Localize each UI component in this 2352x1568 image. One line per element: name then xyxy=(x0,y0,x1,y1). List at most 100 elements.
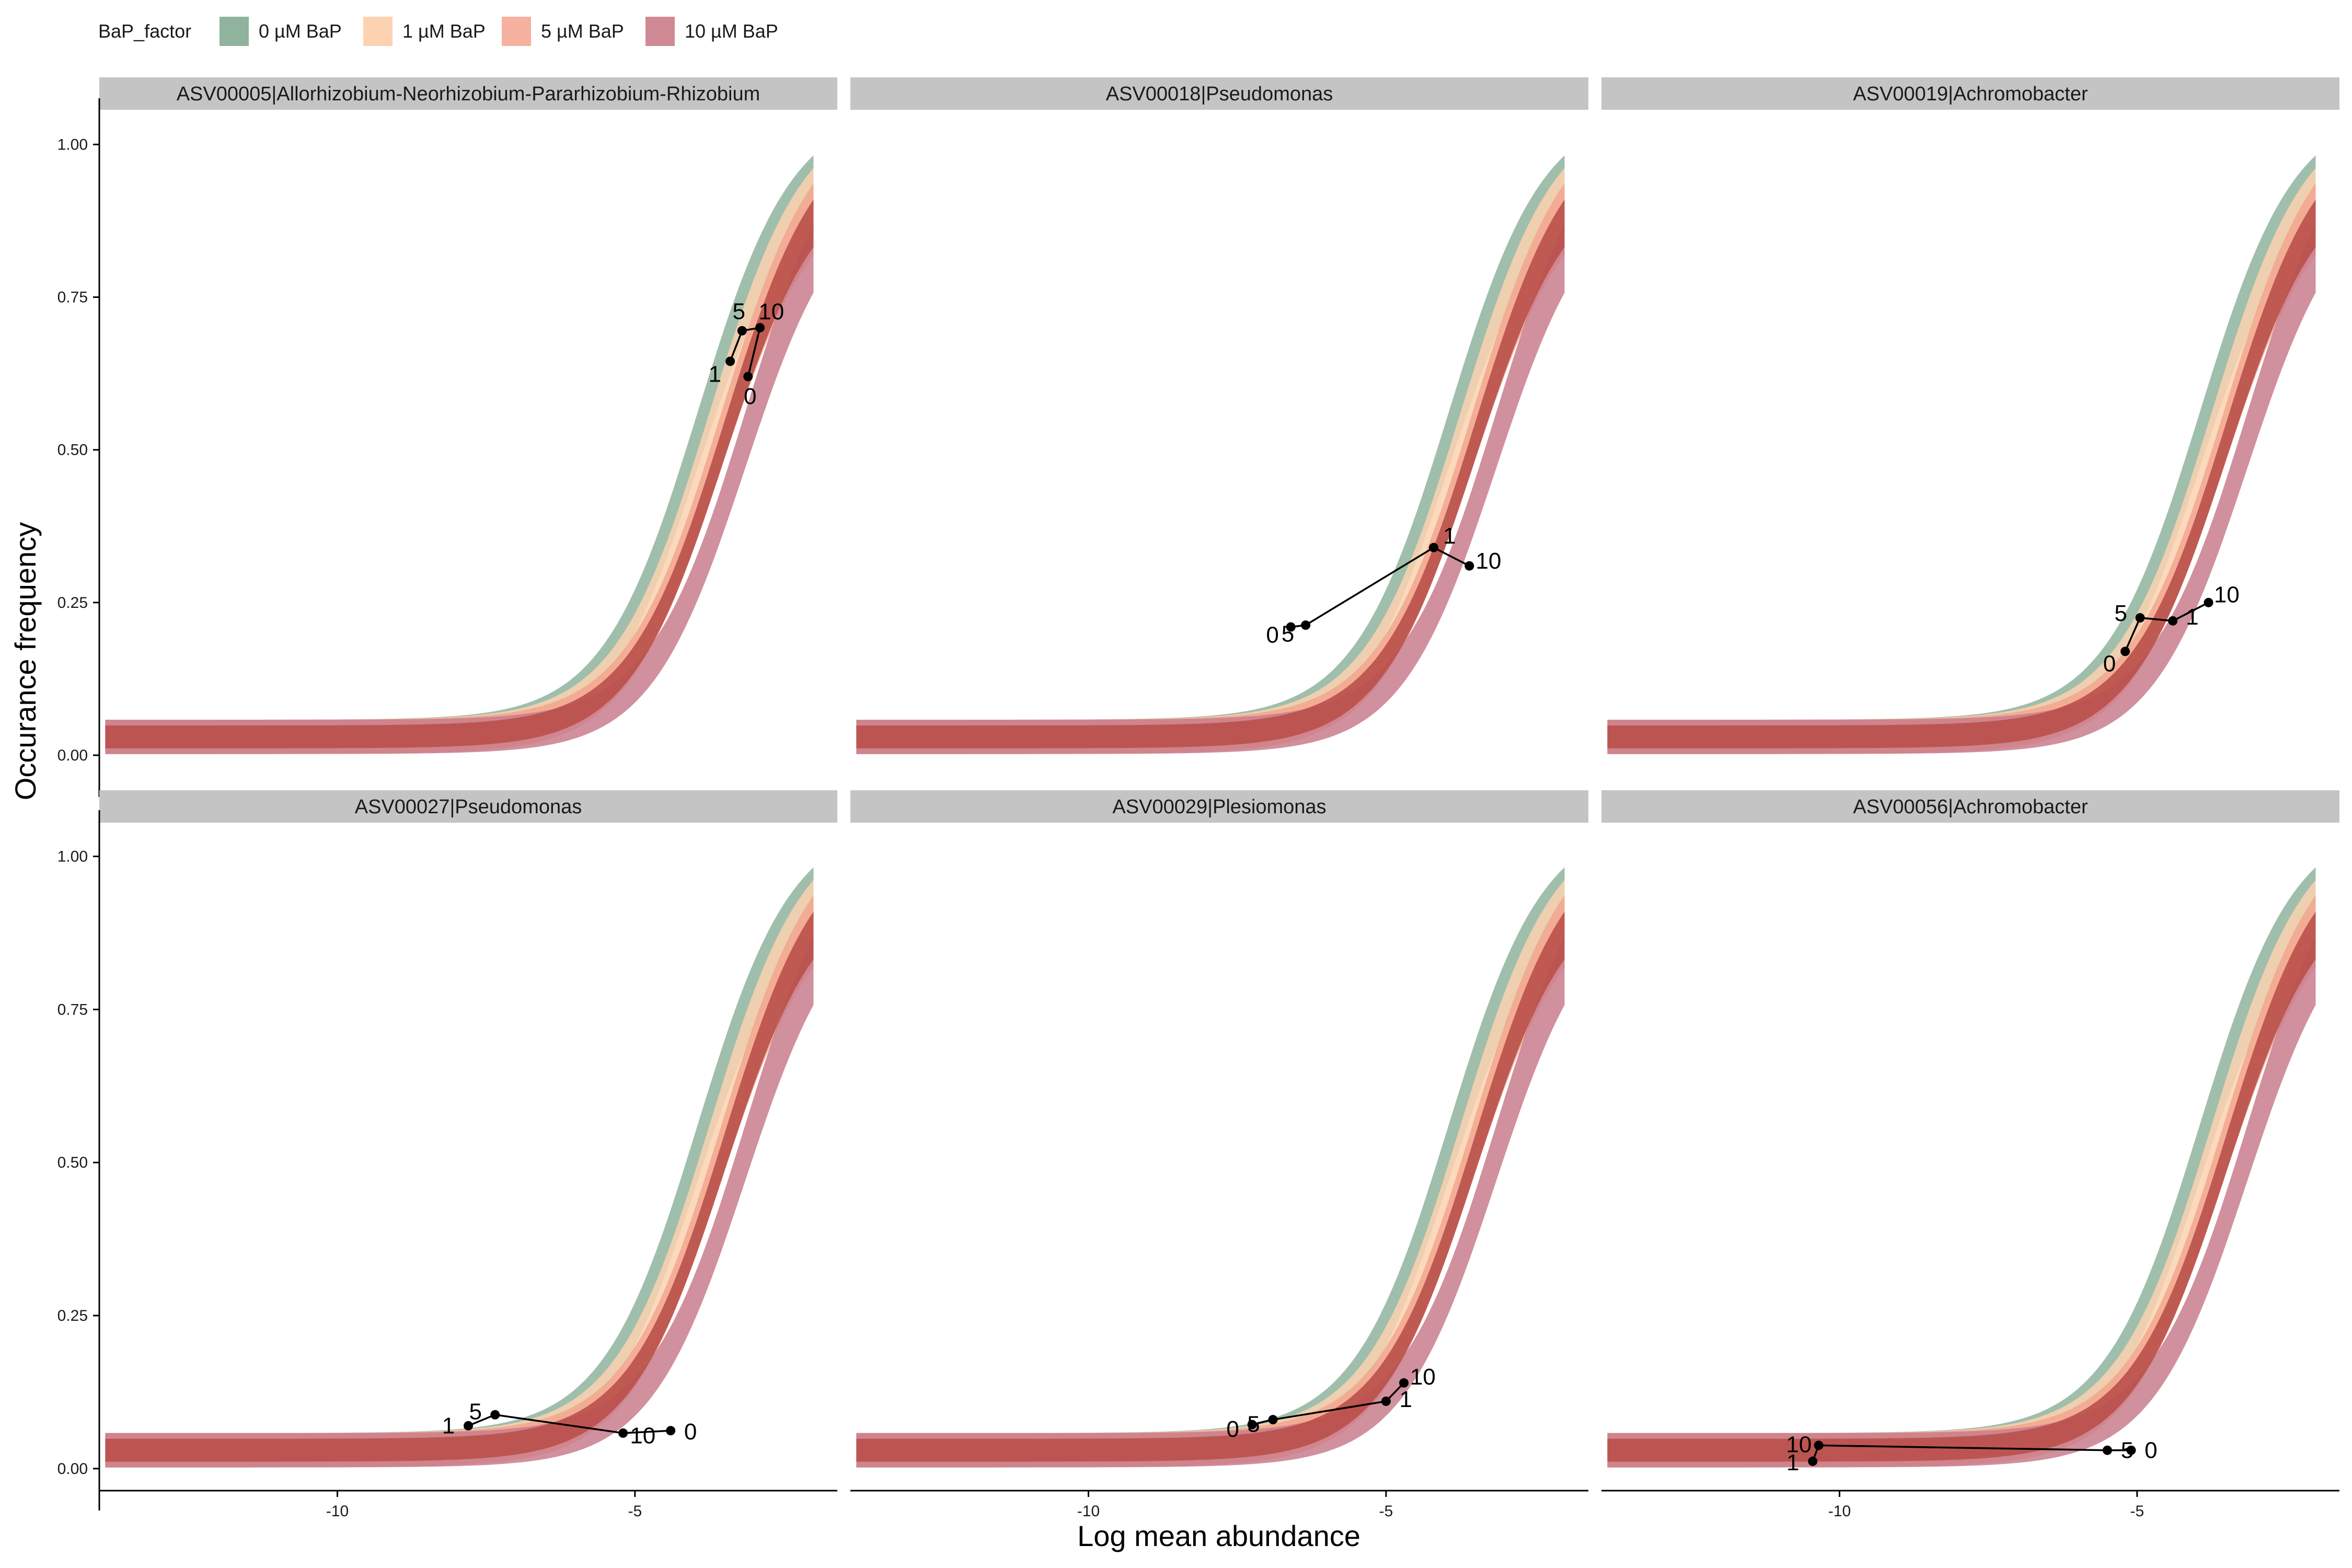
x-tick-label-0: -10 xyxy=(1828,1503,1851,1520)
point-label-0: 0 xyxy=(2103,651,2116,677)
panel-title: ASV00029|Plesiomonas xyxy=(1112,796,1326,818)
data-point-5 xyxy=(490,1410,500,1420)
x-tick-label-1: -5 xyxy=(628,1503,642,1520)
y-tick-label-0: 0.00 xyxy=(57,747,88,764)
legend-title: BaP_factor xyxy=(98,20,191,42)
legend-key-1 xyxy=(363,17,393,46)
point-label-1: 1 xyxy=(442,1413,455,1439)
panel-title: ASV00027|Pseudomonas xyxy=(355,796,582,818)
data-point-0 xyxy=(2120,647,2130,656)
legend-label-0: 0 µM BaP xyxy=(259,20,342,42)
point-label-10: 10 xyxy=(1786,1432,1812,1458)
y-tick-label-3: 0.75 xyxy=(57,289,88,306)
data-point-5 xyxy=(737,326,747,336)
data-point-0 xyxy=(743,372,753,382)
data-point-10 xyxy=(755,322,765,332)
point-label-1: 1 xyxy=(2186,604,2198,630)
point-label-0: 0 xyxy=(684,1419,697,1445)
point-label-1: 1 xyxy=(708,361,721,387)
model-band-2 xyxy=(1607,183,2316,754)
point-label-5: 5 xyxy=(1247,1412,1260,1437)
y-tick-label-4: 1.00 xyxy=(57,136,88,153)
legend-key-2 xyxy=(502,17,531,46)
model-bands xyxy=(105,867,814,1468)
legend-label-1: 1 µM BaP xyxy=(402,20,486,42)
data-point-1 xyxy=(1808,1456,1818,1466)
panel-title: ASV00018|Pseudomonas xyxy=(1106,83,1333,105)
data-point-1 xyxy=(464,1421,473,1431)
point-label-0: 0 xyxy=(2145,1437,2157,1463)
trajectory-line xyxy=(2124,602,2209,652)
legend: BaP_factor 0 µM BaP 1 µM BaP 5 µM BaP 10 µM… xyxy=(98,17,778,46)
y-tick-label-4: 1.00 xyxy=(57,848,88,866)
panel-strip xyxy=(850,77,1588,110)
panel-1: ASV00005|Allorhizobium-Neorhizobium-Para… xyxy=(57,77,837,797)
model-band-2 xyxy=(856,183,1565,754)
model-bands xyxy=(1607,867,2316,1468)
point-label-1: 1 xyxy=(1786,1450,1799,1475)
data-point-10 xyxy=(1399,1378,1409,1388)
data-point-1 xyxy=(1381,1397,1391,1406)
point-label-10: 10 xyxy=(2214,582,2240,608)
x-tick-label-0: -10 xyxy=(326,1503,349,1520)
point-label-10: 10 xyxy=(1475,548,1501,574)
y-axis-title: Occurance frequency xyxy=(9,522,42,800)
point-label-5: 5 xyxy=(1282,621,1294,647)
x-tick-label-1: -5 xyxy=(1379,1503,1393,1520)
data-point-5 xyxy=(1301,620,1311,630)
data-point-0 xyxy=(666,1426,676,1436)
trajectory-line xyxy=(1812,1444,2131,1462)
model-band-2 xyxy=(1607,895,2316,1468)
point-label-0: 0 xyxy=(1226,1416,1239,1442)
panel-strip xyxy=(1601,790,2339,823)
data-point-5 xyxy=(2102,1445,2112,1455)
data-point-5 xyxy=(2135,613,2145,623)
legend-label-2: 5 µM BaP xyxy=(541,20,624,42)
point-label-1: 1 xyxy=(1443,523,1456,549)
model-band-2 xyxy=(856,895,1565,1468)
point-label-10: 10 xyxy=(758,299,784,325)
panel-strip xyxy=(850,790,1588,823)
y-tick-label-0: 0.00 xyxy=(57,1460,88,1478)
panel-strip xyxy=(99,77,837,110)
model-band-0 xyxy=(1607,867,2316,1468)
y-tick-label-2: 0.50 xyxy=(57,442,88,459)
x-tick-label-1: -5 xyxy=(2130,1503,2144,1520)
point-label-5: 5 xyxy=(732,298,745,324)
x-axis-title: Log mean abundance xyxy=(1077,1519,1361,1552)
panel-strip xyxy=(99,790,837,823)
legend-label-3: 10 µM BaP xyxy=(685,20,778,42)
model-band-0 xyxy=(856,867,1565,1468)
data-point-10 xyxy=(618,1428,628,1438)
data-point-10 xyxy=(1465,561,1474,571)
model-bands xyxy=(856,155,1565,754)
point-label-1: 1 xyxy=(1399,1387,1412,1412)
point-label-5: 5 xyxy=(469,1399,481,1425)
y-tick-label-2: 0.50 xyxy=(57,1154,88,1171)
data-point-0 xyxy=(1286,622,1296,632)
legend-key-0 xyxy=(220,17,249,46)
point-label-0: 0 xyxy=(744,384,756,409)
panel-5: ASV00029|Plesiomonas -10 -5 0 5 110 xyxy=(850,790,1588,1520)
model-bands xyxy=(856,867,1565,1468)
model-band-2 xyxy=(105,895,814,1468)
point-label-0: 0 xyxy=(1266,622,1278,648)
model-band-0 xyxy=(105,155,814,754)
y-tick-label-3: 0.75 xyxy=(57,1001,88,1018)
model-band-2 xyxy=(105,183,814,754)
data-point-10 xyxy=(1814,1440,1824,1450)
model-band-0 xyxy=(856,155,1565,754)
data-point-0 xyxy=(2126,1445,2136,1455)
panel-title: ASV00019|Achromobacter xyxy=(1853,83,2088,105)
legend-key-3 xyxy=(645,17,675,46)
panel-3: ASV00019|Achromobacter 0 5 1 10 xyxy=(1601,77,2339,754)
data-point-1 xyxy=(2168,616,2178,626)
trajectory-line xyxy=(468,1413,671,1434)
y-tick-label-1: 0.25 xyxy=(57,1307,88,1324)
model-bands xyxy=(105,155,814,754)
point-label-5: 5 xyxy=(2114,601,2127,626)
panel-2: ASV00018|Pseudomonas 0 5 1 10 xyxy=(850,77,1588,754)
trajectory-line xyxy=(729,326,762,377)
panel-6: ASV00056|Achromobacter-10-511050 xyxy=(1601,790,2339,1520)
model-band-0 xyxy=(105,867,814,1468)
